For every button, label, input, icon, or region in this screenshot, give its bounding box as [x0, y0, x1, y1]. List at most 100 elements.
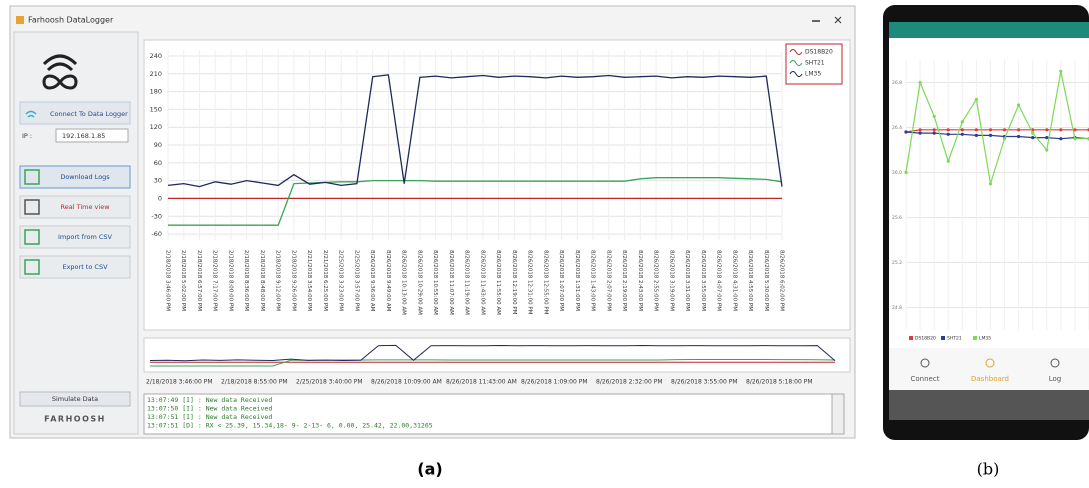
- y-tick-label: 24.8: [892, 305, 902, 311]
- x-tick-label: 8/26/2018 11:19:00 AM: [464, 250, 470, 315]
- x-tick-label: 2/18/2018 7:17:00 PM: [212, 250, 218, 311]
- point: [946, 159, 950, 163]
- y-tick-label: 240: [150, 52, 162, 60]
- point: [932, 114, 936, 118]
- legend-swatch: [909, 336, 913, 340]
- legend-label: DS18B20: [915, 336, 936, 342]
- caption-b: (b): [977, 460, 1000, 479]
- logo-loop: [42, 74, 78, 90]
- button-icon: [24, 229, 40, 245]
- x-tick-label: 8/26/2018 1:43:00 PM: [590, 250, 596, 311]
- nav-label: Dashboard: [971, 375, 1009, 383]
- y-tick-label: 90: [154, 141, 162, 149]
- button-label: Export to CSV: [62, 263, 108, 271]
- point: [932, 131, 936, 135]
- nav-icon[interactable]: [985, 358, 995, 368]
- x-tick-label: 8/26/2018 4:31:00 PM: [731, 250, 737, 311]
- y-tick-label: 26.8: [892, 80, 902, 86]
- x-tick-label: 8/26/2018 1:31:00 PM: [574, 250, 580, 311]
- x-tick-label: 8/26/2018 11:07:00 AM: [448, 250, 454, 315]
- legend-icon: [789, 60, 803, 66]
- x-tick-label: 2/18/2018 9:12:00 PM: [275, 250, 281, 311]
- sidebar-button[interactable]: [19, 195, 131, 219]
- x-tick-label: 8/26/2018 4:55:00 PM: [747, 250, 753, 311]
- caption-a: (a): [417, 460, 442, 479]
- point: [904, 170, 908, 175]
- y-tick-label: 150: [150, 105, 162, 113]
- y-tick-label: -60: [151, 230, 162, 238]
- point: [960, 128, 964, 132]
- x-tick-label: 8/26/2018 6:02:00 PM: [779, 250, 785, 311]
- connect-button[interactable]: [19, 101, 131, 125]
- simulate-button[interactable]: [19, 391, 131, 407]
- button-label: Import from CSV: [58, 233, 112, 241]
- point: [1031, 131, 1035, 135]
- x-tick-label: 2/18/2018 5:02:00 PM: [180, 250, 186, 311]
- log-scrollbar[interactable]: [831, 393, 845, 435]
- point: [1031, 136, 1035, 140]
- nav-icon[interactable]: [920, 358, 930, 368]
- point: [1017, 128, 1021, 132]
- sidebar-button[interactable]: [19, 225, 131, 249]
- x-tick-label: 8/26/2018 2:55:00 PM: [653, 250, 659, 311]
- point: [904, 130, 908, 134]
- series-line: [150, 359, 836, 367]
- navigator-label: 2/18/2018 3:46:00 PM: [146, 379, 213, 386]
- series-line: [905, 129, 1089, 133]
- legend-label: LM35: [805, 71, 821, 78]
- x-tick-label: 8/26/2018 5:30:00 PM: [763, 250, 769, 311]
- ip-input[interactable]: [55, 128, 129, 143]
- point: [1073, 128, 1077, 132]
- point: [918, 80, 922, 85]
- button-icon: [24, 169, 40, 185]
- navigator-label: 2/18/2018 8:55:00 PM: [221, 379, 288, 386]
- point: [960, 132, 964, 136]
- point: [974, 97, 979, 101]
- ip-value: 192.168.1.85: [62, 132, 105, 140]
- app-icon: [16, 16, 24, 24]
- phone-status-bar: [889, 22, 1089, 38]
- point: [960, 120, 964, 124]
- log-line: 13:07:51 [D] : RX < 25.39, 15.34,18- 9- …: [147, 422, 433, 430]
- brand: FARHOOSH: [44, 415, 106, 424]
- x-tick-label: 2/25/2018 3:57:00 PM: [353, 250, 359, 311]
- x-tick-label: 2/18/2018 9:26:00 PM: [290, 250, 296, 311]
- x-tick-label: 8/26/2018 4:07:00 PM: [716, 250, 722, 311]
- point: [1002, 128, 1007, 132]
- y-tick-label: 26.0: [892, 170, 902, 176]
- navigator-label: 8/26/2018 5:18:00 PM: [746, 379, 813, 386]
- point: [1002, 137, 1007, 141]
- y-tick-label: 25.6: [892, 215, 902, 221]
- navigator-label: 8/26/2018 10:09:00 AM: [371, 379, 442, 386]
- x-tick-label: 2/18/2018 8:00:00 PM: [227, 250, 233, 311]
- navigator-label: 8/26/2018 2:32:00 PM: [596, 379, 663, 386]
- x-tick-label: 8/26/2018 12:55:00 PM: [542, 250, 548, 315]
- x-tick-label: 8/26/2018 2:07:00 PM: [605, 250, 611, 311]
- sidebar-button[interactable]: [19, 165, 131, 189]
- x-tick-label: 8/26/2018 9:36:00 AM: [369, 250, 375, 312]
- series-line: [167, 74, 783, 188]
- y-tick-label: 30: [154, 177, 162, 185]
- nav-icon[interactable]: [1050, 358, 1060, 368]
- x-tick-label: 2/18/2018 6:57:00 PM: [196, 250, 202, 311]
- phone-nav-bar: [889, 348, 1089, 390]
- series-line: [149, 344, 836, 362]
- nav-label: Log: [1049, 375, 1062, 383]
- x-tick-label: 8/26/2018 3:19:00 PM: [668, 250, 674, 311]
- point: [988, 182, 993, 186]
- point: [1073, 137, 1077, 141]
- point: [1059, 69, 1063, 73]
- legend-label: DS18B20: [805, 49, 833, 56]
- sidebar-button[interactable]: [19, 255, 131, 279]
- point: [974, 133, 979, 137]
- legend-swatch: [941, 336, 945, 340]
- nav-label: Connect: [911, 375, 940, 383]
- point: [1045, 136, 1049, 140]
- series-line: [905, 71, 1089, 184]
- chart-panel: [143, 39, 851, 331]
- x-tick-label: 8/26/2018 3:55:00 PM: [700, 250, 706, 311]
- point: [918, 128, 922, 132]
- close[interactable]: [834, 16, 842, 24]
- logo-waves: [42, 54, 78, 72]
- navigator-label: 8/26/2018 11:43:00 AM: [446, 379, 517, 386]
